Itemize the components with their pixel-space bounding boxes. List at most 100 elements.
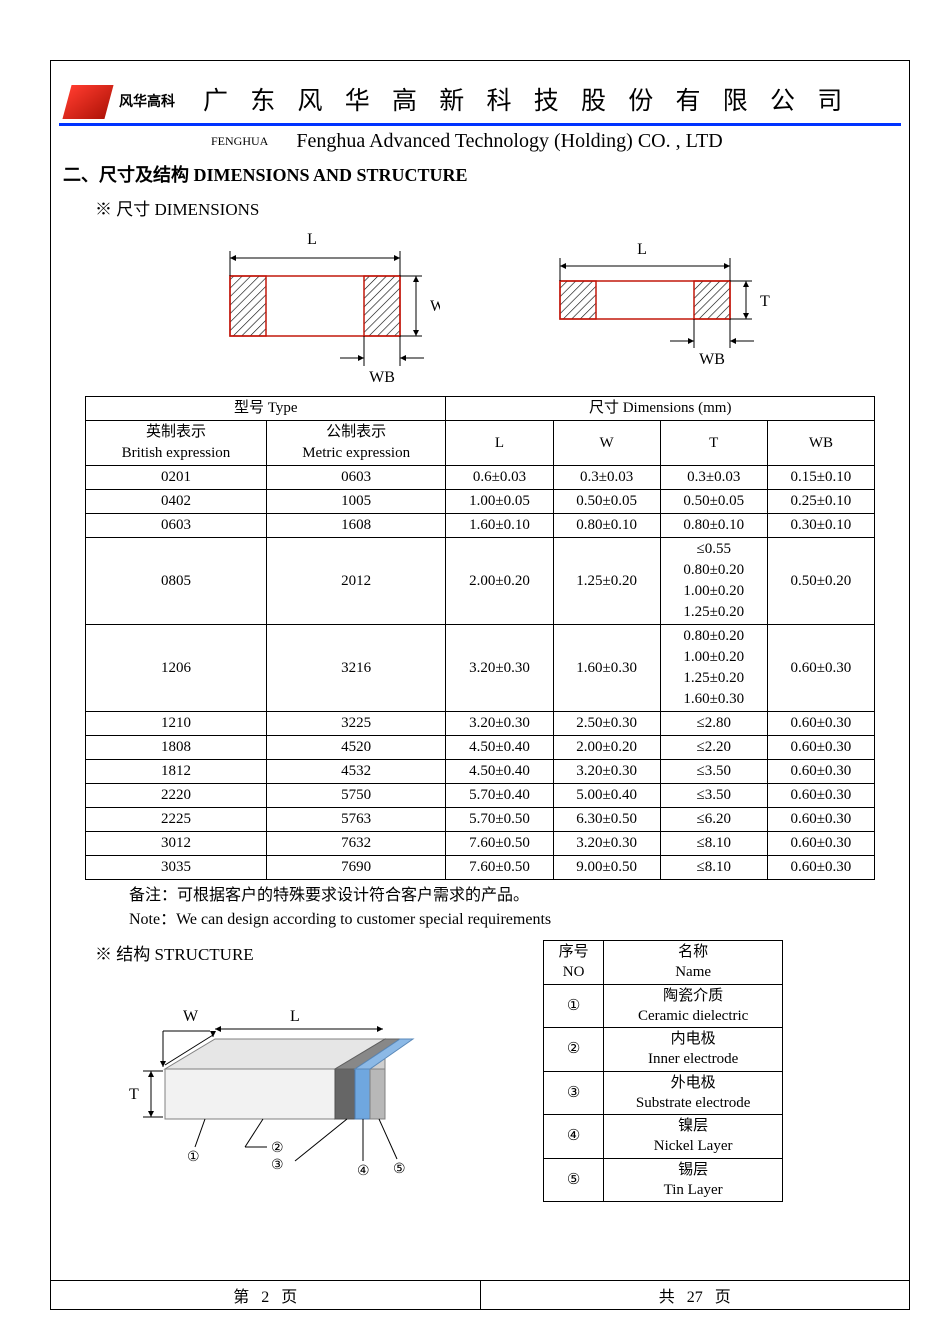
table-cell: 5.70±0.50 — [446, 808, 553, 832]
table-row: 303576907.60±0.509.00±0.50≤8.100.60±0.30 — [86, 856, 875, 880]
table-row: 222557635.70±0.506.30±0.50≤6.200.60±0.30 — [86, 808, 875, 832]
th-type: 型号 Type — [86, 397, 446, 421]
table-cell: 0.6±0.03 — [446, 466, 553, 490]
table-cell: 2.00±0.20 — [553, 736, 660, 760]
table-cell: 5750 — [266, 784, 446, 808]
table-cell: 2220 — [86, 784, 267, 808]
structure-section: ※ 结构 STRUCTURE W L — [51, 934, 909, 1202]
table-cell: ≤8.10 — [660, 832, 767, 856]
section-title: 二、尺寸及结构 DIMENSIONS AND STRUCTURE — [51, 155, 909, 189]
table-cell: 6.30±0.50 — [553, 808, 660, 832]
table-cell: 0.50±0.20 — [767, 538, 874, 625]
structure-table: 序号 NO 名称 Name ①陶瓷介质Ceramic dielectric②内电… — [543, 940, 783, 1202]
table-row: 序号 NO 名称 Name — [544, 941, 783, 985]
table-cell: 0201 — [86, 466, 267, 490]
table-row: 080520122.00±0.201.25±0.20≤0.55 0.80±0.2… — [86, 538, 875, 625]
table-row: 121032253.20±0.302.50±0.30≤2.800.60±0.30 — [86, 712, 875, 736]
company-title-cn: 广 东 风 华 高 新 科 技 股 份 有 限 公 司 — [203, 81, 901, 119]
table-cell: 0.60±0.30 — [767, 856, 874, 880]
table-cell: 0.80±0.20 1.00±0.20 1.25±0.20 1.60±0.30 — [660, 625, 767, 712]
st-no: ① — [544, 984, 604, 1028]
table-cell: 0603 — [266, 466, 446, 490]
table-row: ⑤锡层Tin Layer — [544, 1158, 783, 1202]
table-cell: ≤2.80 — [660, 712, 767, 736]
th-L: L — [446, 421, 553, 466]
note-cn: 备注：可根据客户的特殊要求设计符合客户需求的产品。 — [129, 884, 909, 908]
th-WB: WB — [767, 421, 874, 466]
table-cell: 2012 — [266, 538, 446, 625]
table-row: 180845204.50±0.402.00±0.20≤2.200.60±0.30 — [86, 736, 875, 760]
table-cell: 1812 — [86, 760, 267, 784]
table-cell: 9.00±0.50 — [553, 856, 660, 880]
table-row: 060316081.60±0.100.80±0.100.80±0.100.30±… — [86, 514, 875, 538]
table-cell: 0805 — [86, 538, 267, 625]
table-cell: 1.25±0.20 — [553, 538, 660, 625]
dimensions-table: 型号 Type 尺寸 Dimensions (mm) 英制表示 British … — [85, 396, 875, 880]
table-row: 020106030.6±0.030.3±0.030.3±0.030.15±0.1… — [86, 466, 875, 490]
table-cell: 0.50±0.05 — [660, 490, 767, 514]
table-row: 222057505.70±0.405.00±0.40≤3.500.60±0.30 — [86, 784, 875, 808]
page-frame: 风华高科 广 东 风 华 高 新 科 技 股 份 有 限 公 司 FENGHUA… — [50, 60, 910, 1310]
table-row: ④镍层Nickel Layer — [544, 1115, 783, 1159]
table-cell: 1.00±0.05 — [446, 490, 553, 514]
table-cell: 3012 — [86, 832, 267, 856]
company-title-en: Fenghua Advanced Technology (Holding) CO… — [296, 130, 722, 153]
dimension-diagram-side: L T WB — [520, 226, 770, 376]
label-W: W — [430, 298, 440, 315]
st-no: ⑤ — [544, 1158, 604, 1202]
sd-W: W — [183, 1008, 199, 1025]
st-no: ④ — [544, 1115, 604, 1159]
table-cell: 3.20±0.30 — [553, 760, 660, 784]
header-sub: FENGHUA Fenghua Advanced Technology (Hol… — [51, 128, 909, 155]
structure-diagram: W L T ① ② ③ ④ ⑤ — [95, 969, 455, 1179]
table-cell: 1808 — [86, 736, 267, 760]
table-cell: 3035 — [86, 856, 267, 880]
st-name-hdr: 名称 Name — [604, 941, 783, 985]
th-metric: 公制表示 Metric expression — [266, 421, 446, 466]
table-cell: 5763 — [266, 808, 446, 832]
table-cell: ≤6.20 — [660, 808, 767, 832]
th-dims: 尺寸 Dimensions (mm) — [446, 397, 875, 421]
table-cell: 0.60±0.30 — [767, 736, 874, 760]
note-en: Note：We can design according to customer… — [129, 908, 909, 932]
st-name: 镍层Nickel Layer — [604, 1115, 783, 1159]
table-cell: 1206 — [86, 625, 267, 712]
co-3: ③ — [271, 1158, 284, 1173]
fenghua-small: FENGHUA — [211, 130, 296, 153]
st-name: 外电极Substrate electrode — [604, 1071, 783, 1115]
st-name: 锡层Tin Layer — [604, 1158, 783, 1202]
label-T: T — [760, 293, 770, 310]
note-block: 备注：可根据客户的特殊要求设计符合客户需求的产品。 Note：We can de… — [129, 884, 909, 932]
table-cell: 0.60±0.30 — [767, 784, 874, 808]
table-cell: 2.50±0.30 — [553, 712, 660, 736]
st-no-hdr: 序号 NO — [544, 941, 604, 985]
table-cell: 0.50±0.05 — [553, 490, 660, 514]
co-1: ① — [187, 1150, 200, 1165]
table-cell: 7690 — [266, 856, 446, 880]
table-cell: 0.25±0.10 — [767, 490, 874, 514]
table-row: 301276327.60±0.503.20±0.30≤8.100.60±0.30 — [86, 832, 875, 856]
footer-left: 第 2 页 — [51, 1281, 480, 1309]
header-divider — [59, 123, 901, 126]
table-cell: 0.60±0.30 — [767, 625, 874, 712]
st-no: ③ — [544, 1071, 604, 1115]
table-cell: 0.60±0.30 — [767, 808, 874, 832]
sd-T: T — [129, 1086, 139, 1103]
table-row: 181245324.50±0.403.20±0.30≤3.500.60±0.30 — [86, 760, 875, 784]
dimension-diagram-top: L W WB — [190, 226, 440, 386]
table-cell: 0.3±0.03 — [660, 466, 767, 490]
table-cell: 1005 — [266, 490, 446, 514]
table-cell: ≤3.50 — [660, 784, 767, 808]
table-row: 英制表示 British expression 公制表示 Metric expr… — [86, 421, 875, 466]
table-cell: 0.60±0.30 — [767, 832, 874, 856]
page-footer: 第 2 页 共 27 页 — [51, 1280, 909, 1309]
table-cell: 1210 — [86, 712, 267, 736]
table-cell: 3.20±0.30 — [446, 625, 553, 712]
table-cell: 5.00±0.40 — [553, 784, 660, 808]
table-row: ①陶瓷介质Ceramic dielectric — [544, 984, 783, 1028]
st-no: ② — [544, 1028, 604, 1072]
dimensions-label: ※ 尺寸 DIMENSIONS — [51, 189, 909, 222]
table-cell: 4.50±0.40 — [446, 760, 553, 784]
table-cell: 0.60±0.30 — [767, 712, 874, 736]
table-cell: 3225 — [266, 712, 446, 736]
